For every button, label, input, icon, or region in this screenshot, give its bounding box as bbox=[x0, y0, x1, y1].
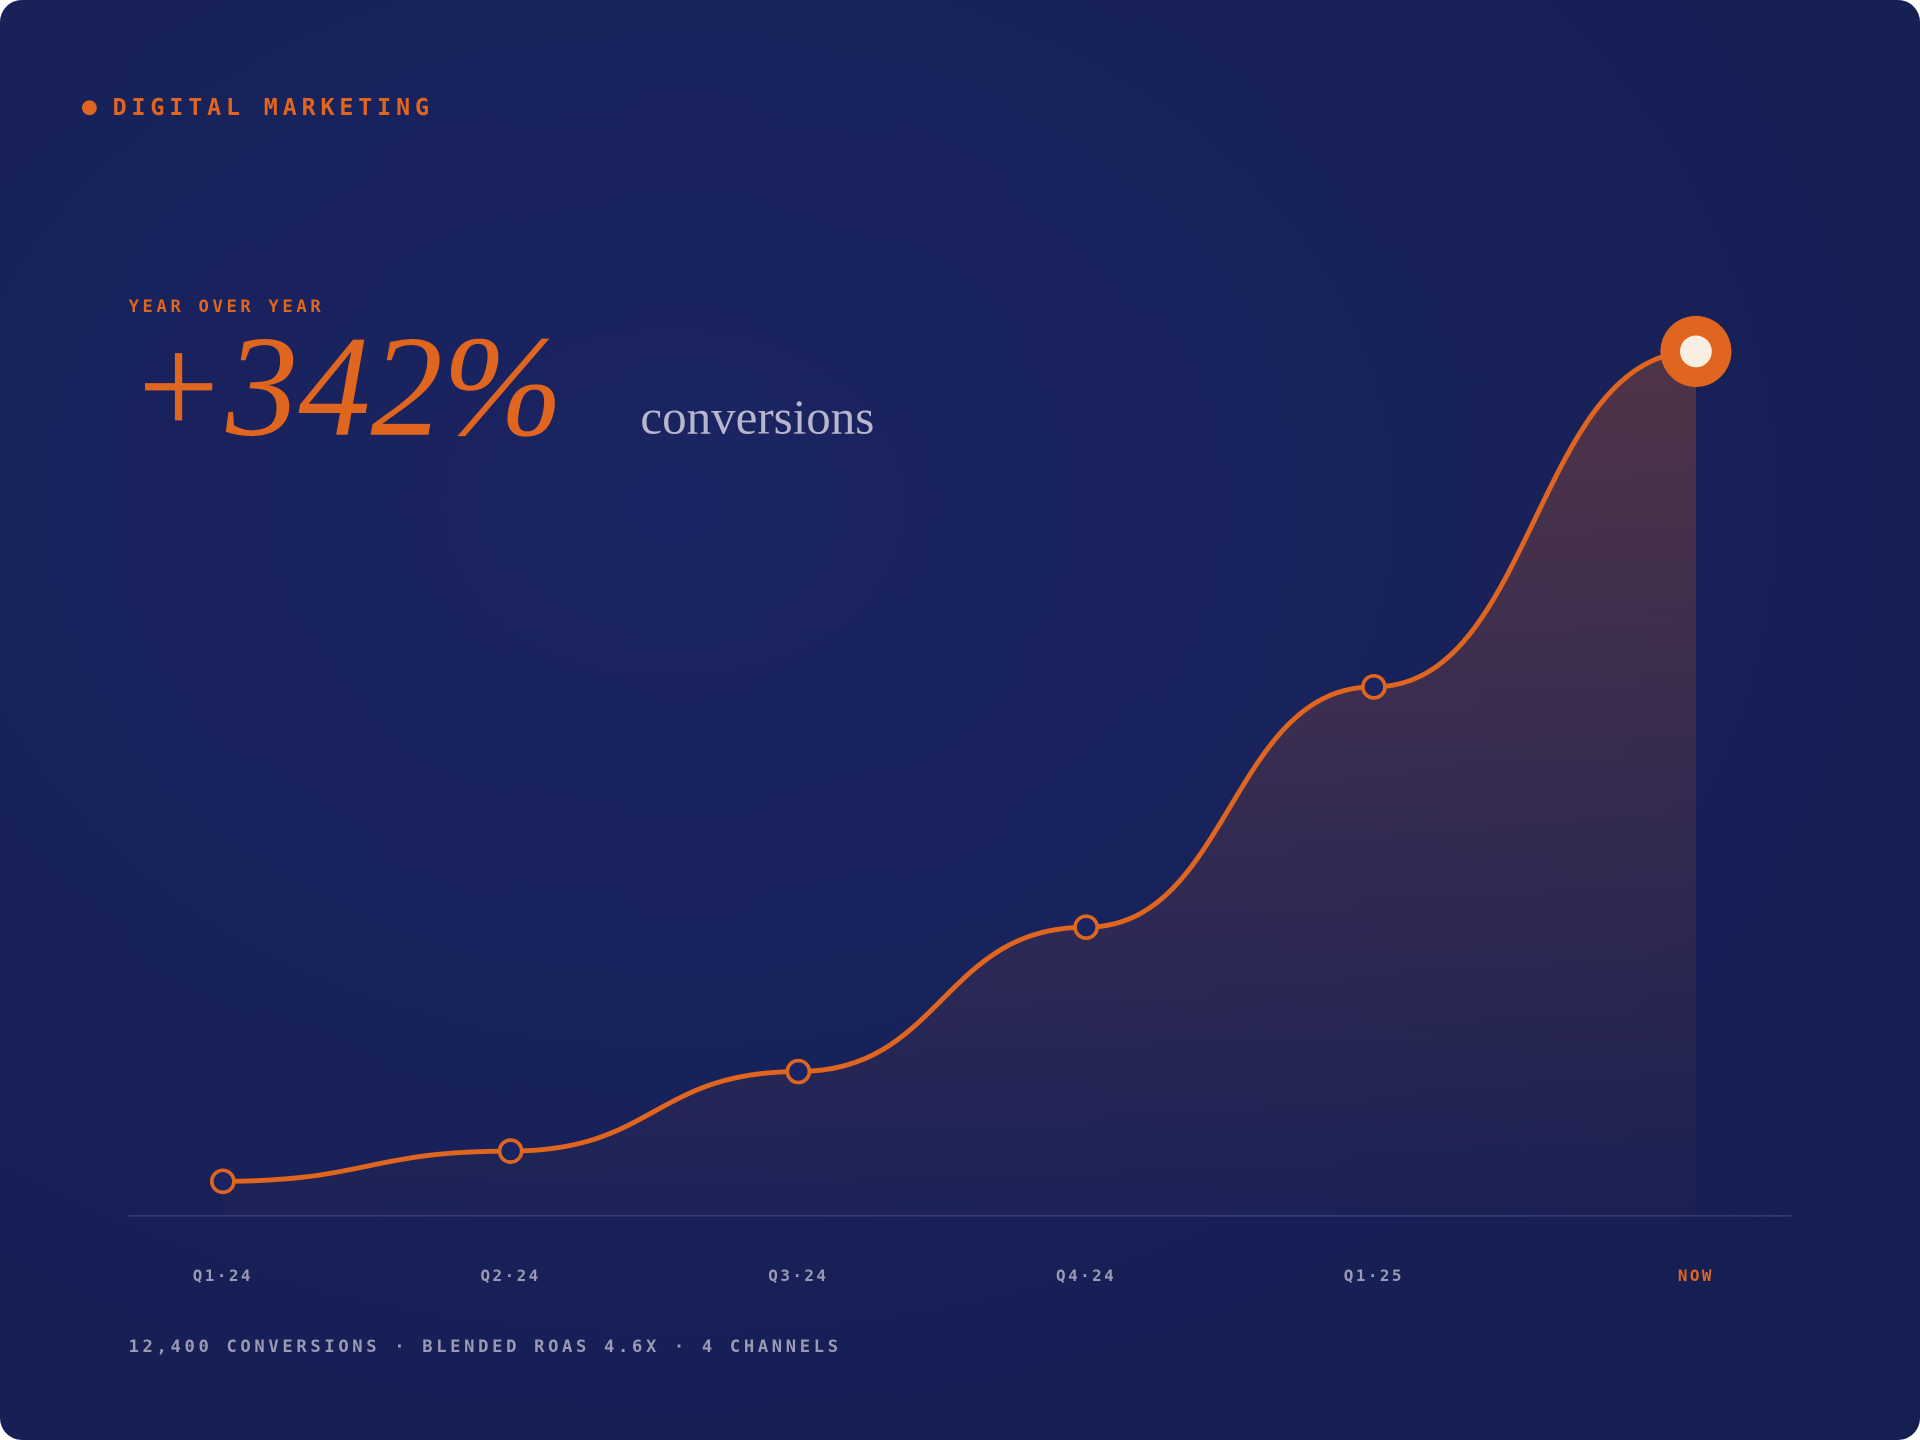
kicker: YEAR OVER YEAR bbox=[129, 297, 325, 317]
headline-unit: conversions bbox=[640, 389, 874, 444]
x-tick-label: Q3·24 bbox=[768, 1266, 828, 1285]
point bbox=[1073, 914, 1099, 941]
point bbox=[785, 1058, 812, 1085]
headline: +342% bbox=[129, 307, 564, 467]
x-tick-label: Q1·25 bbox=[1344, 1266, 1404, 1285]
footnote: 12,400 CONVERSIONS · BLENDED ROAS 4.6X ·… bbox=[129, 1337, 842, 1357]
x-tick-label: Q4·24 bbox=[1056, 1266, 1116, 1285]
point bbox=[210, 1168, 236, 1195]
chart-title: DIGITAL MARKETING bbox=[113, 94, 434, 121]
x-tick-label: Q1·24 bbox=[193, 1266, 253, 1285]
x-tick-label: Q2·24 bbox=[481, 1266, 541, 1285]
point bbox=[497, 1138, 524, 1164]
x-tick-label: NOW bbox=[1678, 1266, 1714, 1285]
title-dot bbox=[82, 100, 97, 116]
point bbox=[1361, 673, 1387, 700]
area bbox=[222, 351, 1696, 1216]
point-center bbox=[1680, 335, 1712, 368]
